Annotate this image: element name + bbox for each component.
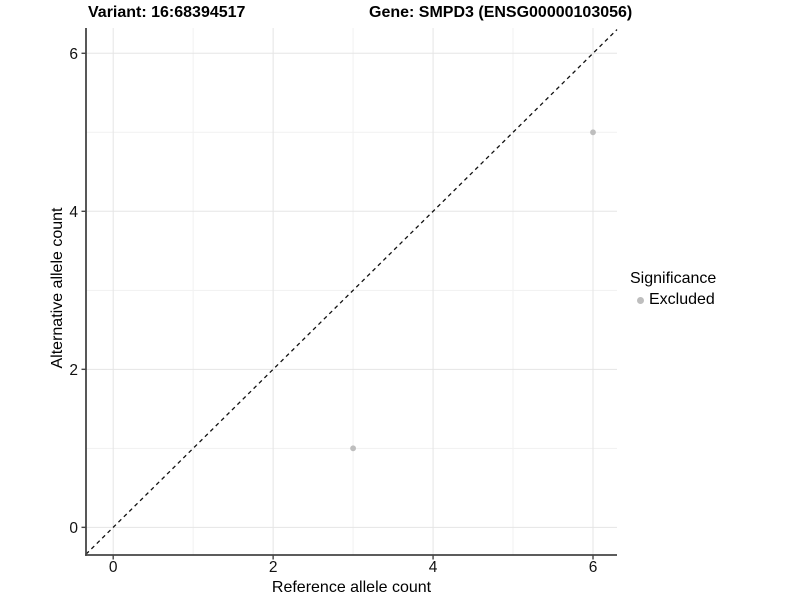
grid-major	[86, 28, 617, 555]
legend-item-excluded: Excluded	[637, 291, 716, 309]
x-tick-label: 4	[429, 559, 438, 576]
x-axis-label: Reference allele count	[271, 579, 432, 596]
data-point	[350, 445, 356, 452]
gene-title: Gene: SMPD3 (ENSG00000103056)	[369, 4, 633, 21]
identity-line	[85, 29, 618, 555]
x-tick-label: 6	[589, 559, 598, 576]
y-tick-label: 2	[69, 362, 78, 379]
y-axis-label: Alternative allele count	[49, 207, 66, 369]
excluded-point-icon	[637, 296, 644, 304]
legend-item-label: Excluded	[649, 291, 715, 308]
data-point	[590, 129, 596, 136]
data-points	[350, 129, 596, 452]
grid-minor	[86, 28, 617, 555]
legend-title: Significance	[630, 270, 717, 287]
legend: Significance Excluded	[630, 270, 716, 309]
y-tick-label: 4	[69, 204, 78, 221]
x-tick-label: 2	[269, 559, 278, 576]
axes	[85, 28, 617, 556]
y-tick-label: 6	[69, 46, 78, 63]
y-tick-label: 0	[69, 520, 78, 537]
variant-title: Variant: 16:68394517	[88, 4, 246, 21]
x-tick-label: 0	[109, 559, 118, 576]
ticks: 0 2 4 6 0 2 4 6	[69, 46, 597, 576]
